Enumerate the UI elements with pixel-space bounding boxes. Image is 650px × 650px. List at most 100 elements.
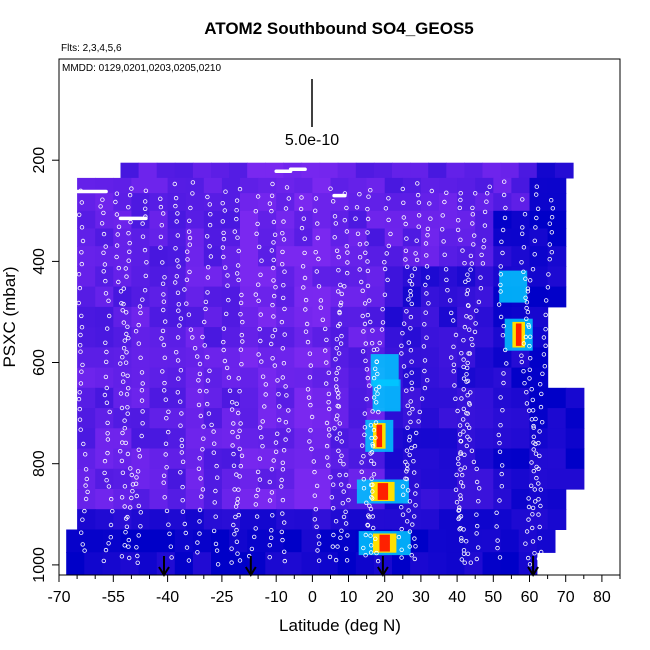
heat-cell	[113, 327, 132, 348]
heat-cell	[276, 428, 295, 450]
sample-point	[526, 324, 532, 329]
sample-point	[440, 227, 445, 232]
sample-point	[275, 378, 280, 383]
sample-point	[307, 375, 313, 380]
heat-cell	[185, 367, 205, 389]
heat-cell	[402, 428, 422, 450]
sample-point	[482, 209, 488, 215]
sample-point	[103, 359, 109, 365]
heat-cell	[240, 408, 259, 429]
sample-point	[474, 479, 480, 485]
sample-point	[139, 370, 145, 375]
sample-point	[466, 351, 471, 356]
sample-point	[365, 206, 370, 212]
sample-point	[416, 200, 422, 205]
sample-point	[120, 470, 126, 475]
sample-point	[208, 254, 214, 259]
sample-point	[527, 562, 533, 567]
heat-cell	[373, 162, 393, 179]
heat-cell	[547, 286, 567, 308]
sample-point	[367, 298, 372, 303]
sample-point	[260, 419, 265, 424]
heat-cell	[511, 408, 531, 429]
sample-point	[462, 261, 467, 266]
heat-cell	[348, 266, 368, 288]
heat-cell	[203, 193, 223, 212]
sample-point	[205, 265, 211, 270]
heat-cell	[348, 327, 368, 348]
heat-cell	[337, 552, 357, 575]
sample-point	[114, 212, 120, 217]
sample-point	[469, 336, 474, 342]
sample-point	[273, 449, 279, 454]
heat-cell	[294, 210, 313, 230]
heat-cell	[276, 286, 295, 308]
sample-point	[120, 355, 125, 360]
sample-point	[354, 205, 360, 210]
sample-point	[139, 388, 145, 393]
heat-cell	[102, 552, 122, 575]
heat-cell	[366, 210, 386, 230]
sample-point	[129, 186, 134, 191]
sample-point	[357, 241, 363, 247]
heat-cell	[410, 529, 429, 553]
sample-point	[470, 205, 475, 211]
sample-point	[183, 530, 188, 536]
heat-cell	[294, 428, 313, 450]
heat-cell	[475, 509, 494, 530]
heat-cell	[475, 246, 494, 267]
heat-cell	[95, 286, 114, 308]
sample-point	[497, 498, 502, 503]
sample-point	[522, 381, 527, 386]
sample-point	[459, 351, 464, 356]
sample-point	[223, 189, 228, 194]
sample-point	[409, 553, 414, 558]
dates-note: MMDD: 0129,0201,0203,0205,0210	[62, 63, 221, 74]
sample-point	[175, 211, 180, 216]
sample-point	[407, 529, 413, 534]
sample-point	[213, 514, 218, 519]
sample-point	[464, 372, 469, 377]
heat-cell	[258, 210, 277, 230]
heat-cell	[464, 162, 484, 179]
heat-cell	[294, 286, 313, 308]
heat-cell	[276, 509, 295, 530]
sample-point	[306, 395, 312, 400]
sample-point	[283, 206, 289, 211]
sample-point	[225, 273, 230, 278]
sample-point	[370, 443, 376, 449]
heat-cell	[258, 246, 277, 267]
sample-point	[399, 505, 404, 510]
sample-point	[324, 337, 329, 343]
sample-point	[312, 493, 317, 498]
sample-point	[315, 235, 320, 241]
sample-point	[106, 541, 111, 546]
sample-point	[257, 326, 262, 332]
sample-point	[315, 221, 320, 226]
heat-cell	[312, 177, 332, 194]
sample-point	[408, 326, 413, 331]
sample-point	[220, 245, 226, 250]
sample-point	[453, 396, 458, 401]
sample-point	[368, 506, 374, 512]
sample-point	[530, 512, 535, 517]
sample-point	[220, 200, 225, 206]
heat-cell	[185, 266, 205, 288]
sample-point	[465, 551, 471, 556]
sample-point	[345, 270, 350, 276]
sample-point	[332, 235, 337, 240]
sample-point	[83, 496, 89, 502]
sample-point	[363, 553, 368, 558]
sample-point	[115, 232, 120, 237]
sample-point	[424, 264, 430, 269]
heat-cell	[95, 448, 114, 470]
heat-cell	[192, 162, 212, 179]
heat-cell	[529, 246, 549, 267]
x-axis-label: Latitude (deg N)	[279, 616, 401, 635]
heat-cell	[511, 448, 531, 470]
sample-point	[409, 445, 414, 451]
heat-cell	[211, 552, 230, 575]
sample-point	[158, 196, 163, 201]
heat-cell	[457, 468, 476, 490]
sample-point	[108, 535, 113, 540]
